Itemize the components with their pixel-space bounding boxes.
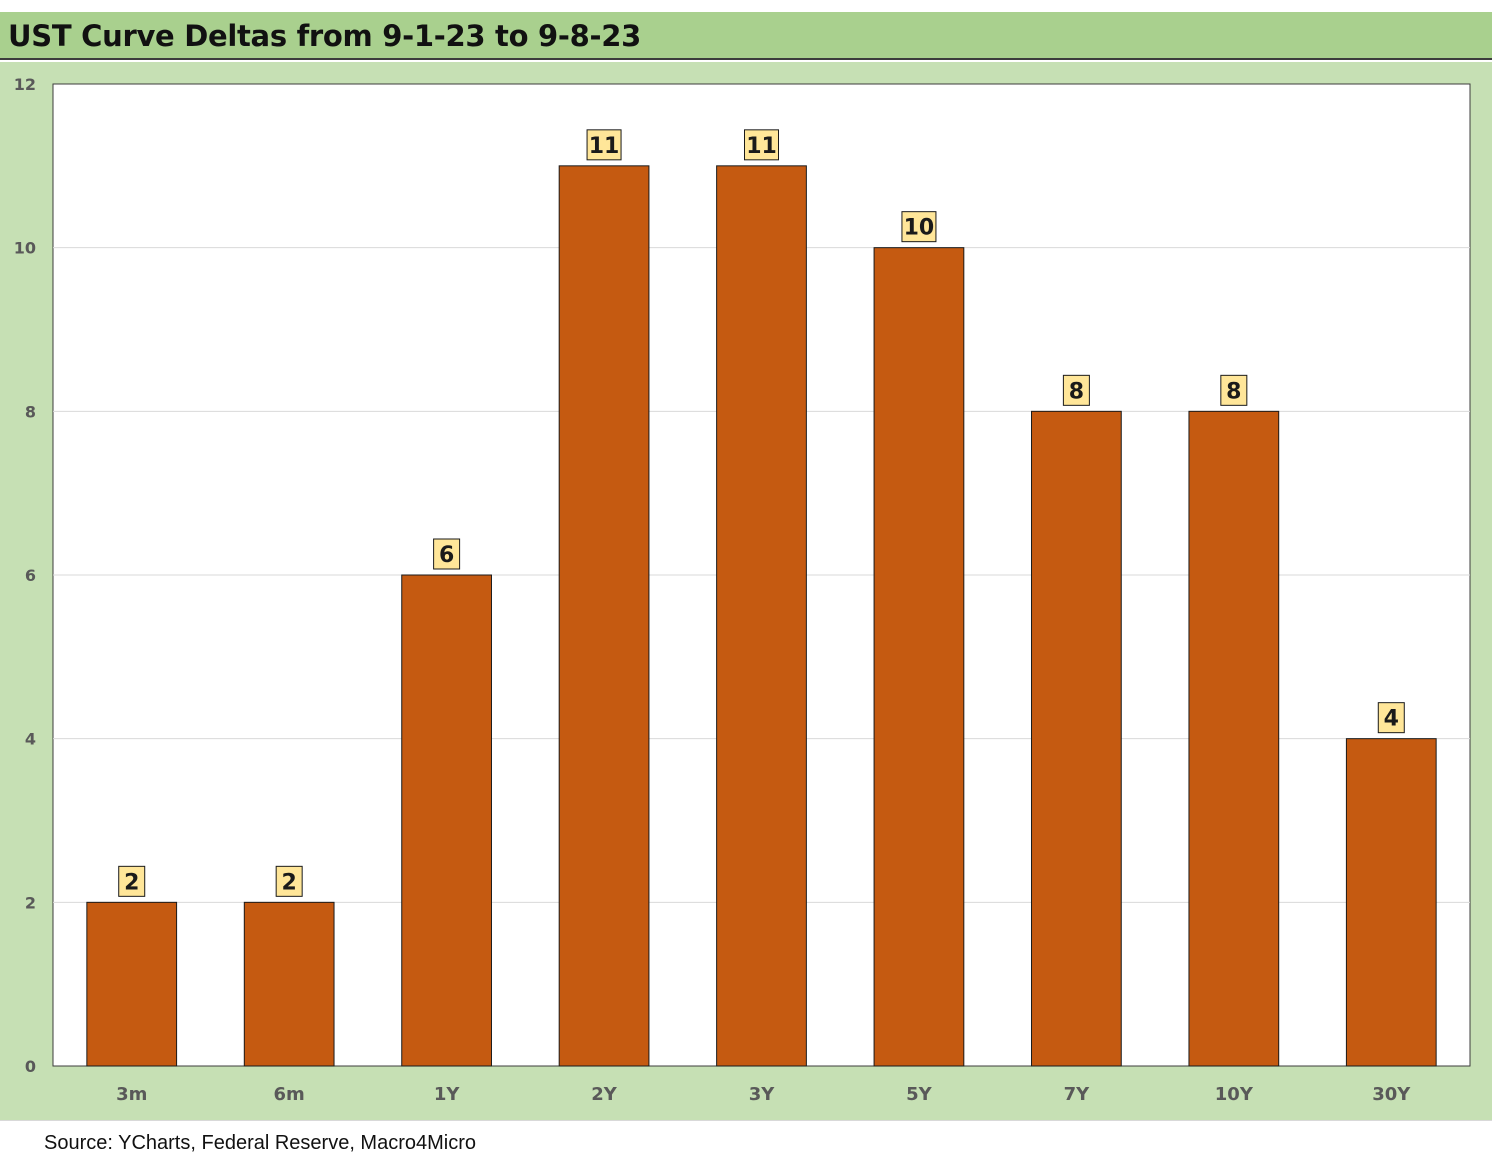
chart-area: 0 2 4 6 8 10 12 2 2 6 11 11 10 8 8 4 3m 6m 1Y 2Y 3Y 5Y 7Y 10Y… (0, 62, 1492, 1120)
y-tick-label: 4 (25, 730, 36, 749)
x-tick-label: 7Y (1064, 1084, 1091, 1105)
bar-3Y (716, 165, 807, 1067)
x-tick-label: 2Y (591, 1084, 618, 1105)
data-label: 2 (282, 870, 297, 895)
data-labels: 2 2 6 11 11 10 8 8 4 (118, 129, 1405, 897)
data-label-box (1377, 702, 1405, 734)
bar-3m (86, 901, 178, 1067)
bar-chart: 0 2 4 6 8 10 12 2 2 6 11 11 10 8 8 4 3m 6m 1Y 2Y 3Y 5Y 7Y 10Y… (14, 75, 1471, 1105)
data-label: 6 (439, 543, 454, 568)
data-label: 10 (904, 216, 935, 241)
x-tick-label: 3Y (749, 1084, 776, 1105)
title-bar: UST Curve Deltas from 9-1-23 to 9-8-23 (0, 12, 1492, 60)
y-tick-label: 0 (25, 1057, 36, 1076)
bar-6m (243, 901, 335, 1067)
data-label-box (433, 538, 461, 570)
data-label: 11 (746, 134, 777, 159)
y-axis-ticks: 0 2 4 6 8 10 12 (14, 75, 36, 1076)
x-tick-label: 30Y (1372, 1084, 1411, 1105)
x-tick-label: 3m (116, 1084, 147, 1105)
data-label: 8 (1069, 379, 1084, 404)
data-label-box (744, 129, 779, 161)
y-tick-label: 8 (25, 402, 36, 421)
data-label: 11 (589, 134, 620, 159)
x-axis-ticks: 3m 6m 1Y 2Y 3Y 5Y 7Y 10Y 30Y (116, 1084, 1411, 1105)
bars (86, 165, 1437, 1067)
x-tick-label: 6m (274, 1084, 305, 1105)
bar-1Y (401, 574, 492, 1067)
x-tick-label: 1Y (434, 1084, 461, 1105)
y-tick-label: 12 (14, 75, 36, 94)
data-label-box (1220, 374, 1248, 406)
data-label-box (586, 129, 622, 161)
x-tick-label: 5Y (906, 1084, 933, 1105)
y-tick-label: 2 (25, 893, 36, 912)
data-label: 8 (1226, 379, 1241, 404)
bar-10Y (1188, 410, 1280, 1067)
x-tick-label: 10Y (1215, 1084, 1254, 1105)
y-tick-label: 6 (25, 566, 36, 585)
chart-title: UST Curve Deltas from 9-1-23 to 9-8-23 (8, 19, 641, 53)
data-label: 2 (124, 870, 139, 895)
bar-7Y (1031, 410, 1122, 1067)
data-label: 4 (1384, 707, 1399, 732)
source-row: Source: YCharts, Federal Reserve, Macro4… (0, 1120, 1492, 1163)
y-tick-label: 10 (14, 239, 36, 258)
data-label-box (1062, 374, 1090, 406)
bar-30Y (1345, 738, 1437, 1067)
data-label-box (901, 211, 937, 243)
bar-5Y (873, 247, 965, 1067)
data-label-box (275, 865, 303, 897)
data-label-box (118, 865, 146, 897)
bar-2Y (558, 165, 650, 1067)
source-note: Source: YCharts, Federal Reserve, Macro4… (44, 1132, 477, 1154)
